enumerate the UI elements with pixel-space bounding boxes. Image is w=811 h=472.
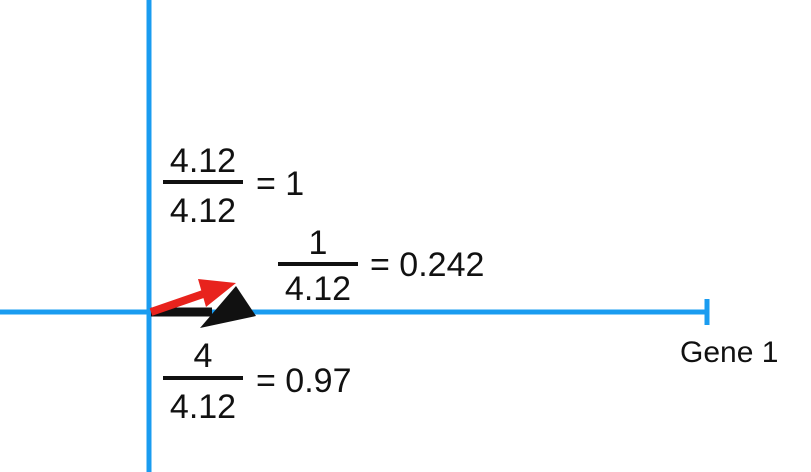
fraction-numerator: 4.12 [170, 142, 236, 180]
fraction-three: 4 4.12 = 0.97 [163, 337, 351, 426]
fraction-one: 4.12 4.12 = 1 [163, 142, 304, 230]
fraction-denominator: 4.12 [170, 192, 236, 230]
x-axis-label: Gene 1 [680, 336, 778, 369]
fraction-result: = 1 [256, 165, 304, 203]
fraction-result: = 0.242 [370, 246, 484, 284]
fraction-two: 1 4.12 = 0.242 [278, 224, 484, 308]
fraction-denominator: 4.12 [170, 388, 236, 426]
fraction-result: = 0.97 [256, 362, 351, 400]
fraction-denominator: 4.12 [285, 270, 351, 308]
fraction-numerator: 4 [194, 337, 213, 375]
fraction-numerator: 1 [309, 224, 328, 262]
red-arrow [149, 279, 236, 316]
